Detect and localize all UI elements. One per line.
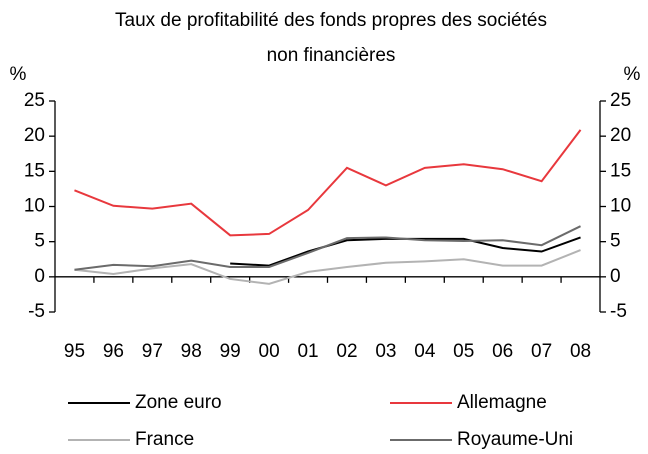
x-tick-label: 00 [259, 341, 280, 362]
x-tick-label: 99 [220, 341, 241, 362]
x-tick-label: 01 [297, 341, 318, 362]
legend-label: Allemagne [457, 392, 547, 413]
y-tick-label: 15 [24, 160, 45, 181]
legend-label: Zone euro [135, 392, 222, 413]
x-tick-label: 06 [492, 341, 513, 362]
legend-label: France [135, 429, 194, 450]
x-tick-label: 05 [453, 341, 474, 362]
series-line [74, 129, 582, 237]
x-tick-label: 02 [336, 341, 357, 362]
y-tick-label: 25 [24, 90, 45, 111]
x-tick-label: 07 [531, 341, 552, 362]
x-tick-label: 95 [64, 341, 85, 362]
y-tick-label: -5 [28, 301, 45, 322]
y-tick-label: 10 [24, 196, 45, 217]
y2-tick-label: 5 [610, 231, 621, 252]
x-tick-label: 98 [181, 341, 202, 362]
y-tick-label: 0 [34, 266, 45, 287]
y2-tick-label: -5 [610, 301, 627, 322]
y2-tick-label: 10 [610, 196, 631, 217]
x-tick-label: 03 [375, 341, 396, 362]
series-line [74, 249, 581, 285]
y2-tick-label: 25 [610, 90, 631, 111]
y2-tick-label: 15 [610, 160, 631, 181]
y-unit: % [10, 64, 27, 85]
x-tick-label: 08 [570, 341, 591, 362]
y-tick-label: 20 [24, 125, 45, 146]
y2-tick-label: 0 [610, 266, 621, 287]
legend-label: Royaume-Uni [457, 429, 573, 450]
y2-unit: % [624, 64, 641, 85]
x-tick-label: 97 [142, 341, 163, 362]
y2-tick-label: 20 [610, 125, 631, 146]
x-tick-label: 96 [103, 341, 124, 362]
chart-title: Taux de profitabilité des fonds propres … [115, 10, 547, 31]
x-tick-label: 04 [414, 341, 436, 362]
chart-title: non financières [267, 45, 396, 66]
series-line [74, 225, 581, 271]
y-tick-label: 5 [34, 231, 45, 252]
